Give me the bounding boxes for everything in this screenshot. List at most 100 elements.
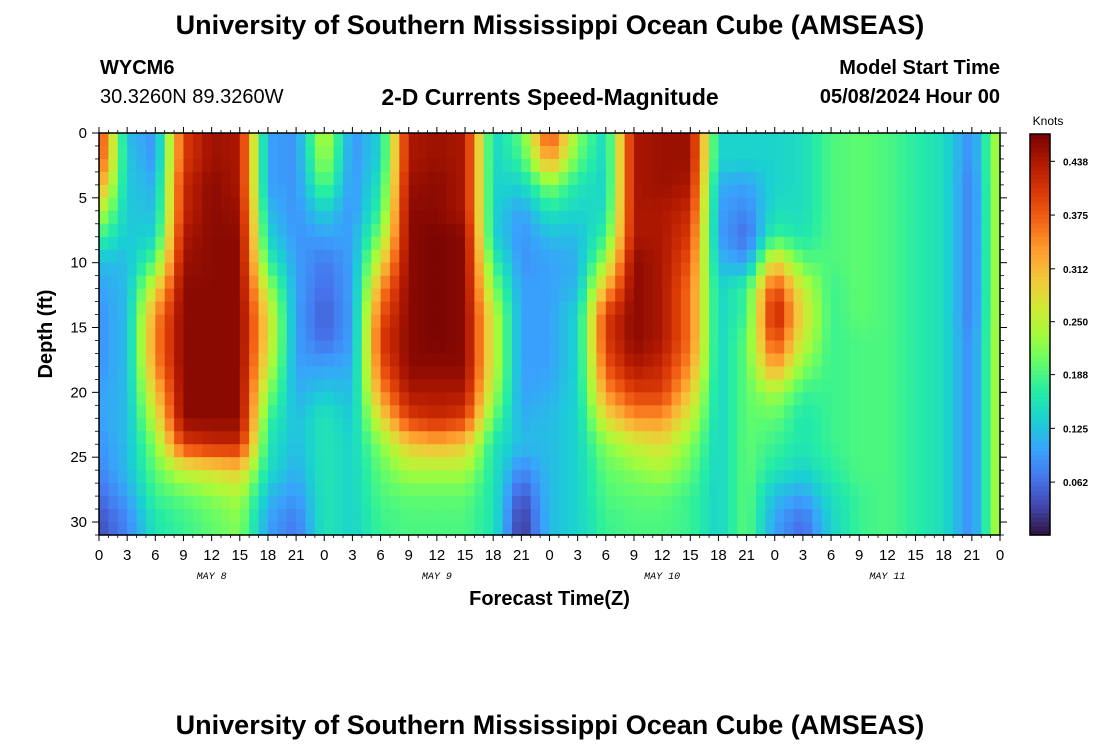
heatmap-cell — [305, 379, 316, 393]
heatmap-cell — [314, 275, 325, 290]
heatmap-cell — [465, 301, 476, 316]
heatmap-cell — [699, 314, 710, 329]
chart-axes: 0 3 6 9 12 15 18 21 0 3 6 9 12 15 18 21 0 3 6 9 12 15 18 21 0 3 6 9… — [35, 125, 1007, 610]
heatmap-cell — [183, 509, 194, 523]
heatmap-cell — [164, 249, 175, 264]
heatmap-cell — [286, 405, 297, 419]
heatmap-cell — [530, 262, 541, 277]
heatmap-cell — [277, 457, 288, 471]
heatmap-cell — [934, 405, 945, 419]
heatmap-cell — [849, 457, 860, 471]
heatmap-cell — [699, 496, 710, 510]
heatmap-cell — [380, 236, 391, 251]
heatmap-cell — [455, 288, 466, 303]
colorbar-step — [1030, 436, 1050, 443]
heatmap-cell — [202, 184, 213, 199]
heatmap-cell — [784, 431, 795, 445]
heatmap-cell — [643, 353, 654, 368]
heatmap-cell — [465, 457, 476, 471]
heatmap-cell — [924, 392, 935, 406]
heatmap-cell — [549, 301, 560, 316]
heatmap-cell — [511, 275, 522, 290]
heatmap-cell — [155, 470, 166, 484]
heatmap-cell — [849, 133, 860, 147]
heatmap-cell — [981, 392, 992, 406]
heatmap-cell — [174, 457, 185, 471]
heatmap-cell — [221, 509, 231, 523]
heatmap-cell — [549, 444, 560, 458]
heatmap-cell — [343, 418, 354, 432]
heatmap-cell — [136, 392, 147, 406]
heatmap-cell — [239, 288, 250, 303]
heatmap-cell — [981, 249, 992, 264]
heatmap-cell — [755, 197, 766, 212]
heatmap-cell — [258, 184, 269, 199]
heatmap-cell — [389, 262, 400, 277]
heatmap-cell — [408, 262, 419, 277]
heatmap-cell — [877, 496, 888, 510]
heatmap-cell — [680, 158, 691, 173]
heatmap-cell — [239, 236, 250, 251]
heatmap-cell — [652, 496, 663, 510]
heatmap-cell — [502, 249, 513, 264]
heatmap-cell — [746, 236, 757, 251]
heatmap-cell — [521, 158, 532, 173]
heatmap-cell — [859, 184, 870, 199]
heatmap-cell — [174, 340, 185, 355]
heatmap-cell — [727, 496, 738, 510]
heatmap-cell — [859, 197, 870, 212]
heatmap-cell — [934, 457, 945, 471]
heatmap-cell — [361, 288, 372, 303]
heatmap-cell — [821, 522, 832, 536]
heatmap-cell — [924, 418, 935, 432]
heatmap-cell — [267, 249, 278, 264]
heatmap-cell — [877, 145, 888, 160]
heatmap-cell — [380, 327, 391, 342]
heatmap-cell — [99, 301, 109, 316]
heatmap-cell — [568, 223, 579, 238]
heatmap-cell — [483, 288, 494, 303]
colorbar-tick-label: 0.188 — [1063, 371, 1088, 382]
heatmap-cell — [352, 392, 363, 406]
heatmap-cell — [305, 197, 316, 212]
heatmap-cell — [483, 249, 494, 264]
heatmap-cell — [174, 522, 185, 536]
heatmap-cell — [436, 353, 447, 368]
heatmap-cell — [953, 133, 964, 147]
heatmap-cell — [849, 262, 860, 277]
heatmap-cell — [136, 314, 147, 329]
heatmap-cell — [671, 444, 682, 458]
heatmap-cell — [831, 457, 842, 471]
heatmap-cell — [343, 470, 354, 484]
heatmap-cell — [943, 314, 954, 329]
heatmap-cell — [821, 340, 832, 355]
heatmap-cell — [662, 366, 673, 380]
heatmap-cell — [577, 145, 588, 160]
heatmap-cell — [277, 470, 288, 484]
heatmap-cell — [408, 171, 419, 186]
heatmap-cell — [380, 275, 391, 290]
heatmap-cell — [652, 327, 663, 342]
heatmap-cell — [202, 275, 213, 290]
heatmap-cell — [389, 197, 400, 212]
heatmap-cell — [258, 340, 269, 355]
heatmap-cell — [624, 197, 635, 212]
heatmap-cell — [690, 496, 701, 510]
heatmap-cell — [296, 301, 307, 316]
heatmap-cell — [812, 431, 823, 445]
heatmap-cell — [99, 509, 109, 523]
heatmap-cell — [596, 379, 607, 393]
heatmap-cell — [249, 171, 260, 186]
heatmap-cell — [221, 210, 231, 225]
heatmap-cell — [849, 366, 860, 380]
heatmap-cell — [305, 171, 316, 186]
heatmap-cell — [568, 158, 579, 173]
heatmap-cell — [352, 483, 363, 497]
heatmap-cell — [389, 366, 400, 380]
heatmap-cell — [258, 366, 269, 380]
heatmap-cell — [840, 158, 851, 173]
heatmap-cell — [277, 133, 288, 147]
heatmap-cell — [145, 483, 156, 497]
heatmap-cell — [690, 522, 701, 536]
heatmap-cell — [709, 249, 720, 264]
